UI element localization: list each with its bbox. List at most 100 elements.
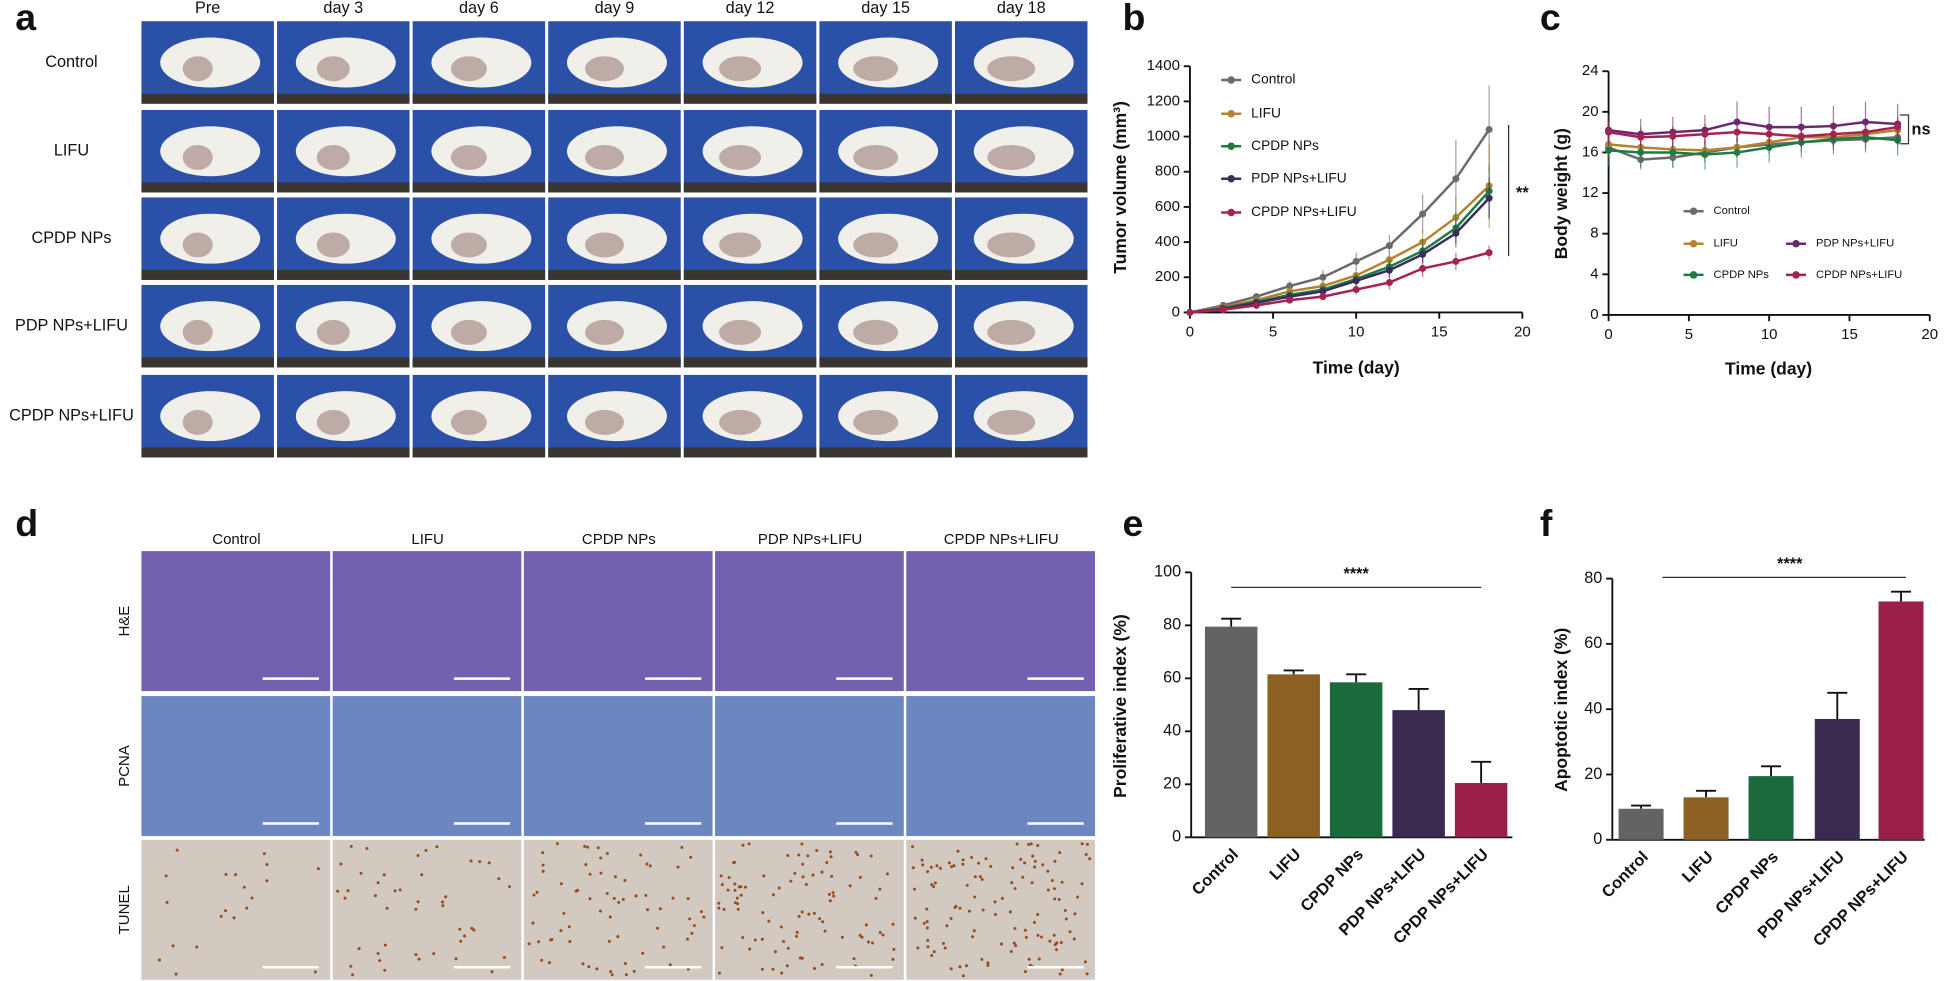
stain-dot <box>722 907 726 911</box>
stain-dot <box>874 896 878 900</box>
stain-dot <box>541 863 545 867</box>
photo-floor <box>683 93 817 104</box>
stain-dot <box>383 943 387 947</box>
legend-label: Control <box>1714 205 1750 217</box>
stain-dot <box>913 887 917 891</box>
data-point <box>1286 282 1294 290</box>
stain-dot <box>950 865 954 869</box>
tumor <box>853 56 899 82</box>
legend-label: CPDP NPs <box>1251 138 1319 153</box>
stain-dot <box>373 894 377 898</box>
micrograph <box>906 696 1095 837</box>
tumor <box>987 144 1036 170</box>
stain-dot <box>786 854 790 858</box>
stain-dot <box>1037 957 1041 961</box>
stain-dot <box>953 906 957 910</box>
tumor <box>182 319 213 345</box>
legend-marker <box>1227 142 1235 150</box>
micrograph <box>141 551 331 692</box>
photo-floor <box>277 357 410 368</box>
legend-label: LIFU <box>1251 105 1281 120</box>
series-line <box>1608 135 1898 156</box>
tumor <box>182 232 213 258</box>
series-line <box>1189 184 1490 314</box>
stain-dot <box>1080 882 1084 886</box>
stain-dot <box>531 921 535 925</box>
stain-dot <box>1084 853 1088 857</box>
bar <box>1267 674 1320 838</box>
data-point <box>1862 128 1870 136</box>
y-axis-label: Body weight (g) <box>1551 128 1571 259</box>
stain-dot <box>692 924 696 928</box>
data-point <box>1286 296 1294 304</box>
y-tick-label: 20 <box>1163 775 1181 793</box>
stain-dot <box>165 900 169 904</box>
bar <box>1329 682 1383 838</box>
data-point <box>1894 123 1902 131</box>
stain-dot <box>795 930 799 934</box>
column-label: day 3 <box>323 0 363 17</box>
data-point <box>1765 130 1773 138</box>
y-tick-label: 60 <box>1163 669 1181 687</box>
photo-floor <box>548 182 681 193</box>
stain-dot <box>1041 863 1045 867</box>
stain-dot <box>820 870 824 874</box>
stain-dot <box>588 897 592 901</box>
data-point <box>1829 130 1837 138</box>
micrograph <box>523 839 713 980</box>
stain-dot <box>624 973 628 977</box>
stain-dot <box>1027 843 1031 847</box>
photo-floor <box>819 447 952 458</box>
stain-dot <box>470 926 474 930</box>
stain-dot <box>771 893 775 897</box>
panel-letter: a <box>15 0 37 38</box>
data-point <box>1605 146 1613 154</box>
stain-dot <box>382 873 386 877</box>
tumor <box>316 144 350 170</box>
panel-letter: d <box>15 502 38 544</box>
stain-dot <box>507 885 511 889</box>
stain-dot <box>741 843 745 847</box>
column-label: LIFU <box>411 531 443 548</box>
tumor <box>853 409 899 435</box>
stain-dot <box>1052 887 1056 891</box>
stain-dot <box>224 872 228 876</box>
tumor <box>719 232 762 258</box>
stain-dot <box>717 901 721 905</box>
y-tick-label: 0 <box>1172 303 1180 320</box>
stain-dot <box>986 963 990 967</box>
y-tick-label: 100 <box>1154 563 1181 581</box>
stain-dot <box>922 921 926 925</box>
y-tick-label: 200 <box>1155 268 1180 285</box>
stain-dot <box>562 911 566 915</box>
stain-dot <box>639 853 643 857</box>
stain-dot <box>813 966 817 970</box>
stain-dot <box>930 953 934 957</box>
stain-dot <box>717 971 721 975</box>
stain-dot <box>316 867 320 871</box>
data-point <box>1385 242 1393 250</box>
stain-dot <box>777 886 781 890</box>
legend-label: PDP NPs+LIFU <box>1816 238 1894 250</box>
bar <box>1204 626 1258 838</box>
stain-dot <box>349 964 353 968</box>
stain-dot <box>911 845 915 849</box>
significance-label: **** <box>1777 555 1803 573</box>
micrograph <box>523 696 713 837</box>
stain-dot <box>537 940 541 944</box>
tumor <box>853 319 899 345</box>
stain-dot <box>598 909 602 913</box>
stain-dot <box>952 864 956 868</box>
stain-dot <box>568 940 572 944</box>
stain-dot <box>789 879 793 883</box>
stain-dot <box>336 889 340 893</box>
x-tick-label: Control <box>1598 848 1652 902</box>
stain-dot <box>444 895 448 899</box>
data-point <box>1319 273 1327 281</box>
stain-dot <box>1029 842 1033 846</box>
x-tick-label: LIFU <box>1679 848 1717 886</box>
y-axis-label: Tumor volume (mm³) <box>1110 101 1130 274</box>
data-point <box>1669 148 1677 156</box>
stain-dot <box>357 947 361 951</box>
stain-dot <box>1036 843 1040 847</box>
